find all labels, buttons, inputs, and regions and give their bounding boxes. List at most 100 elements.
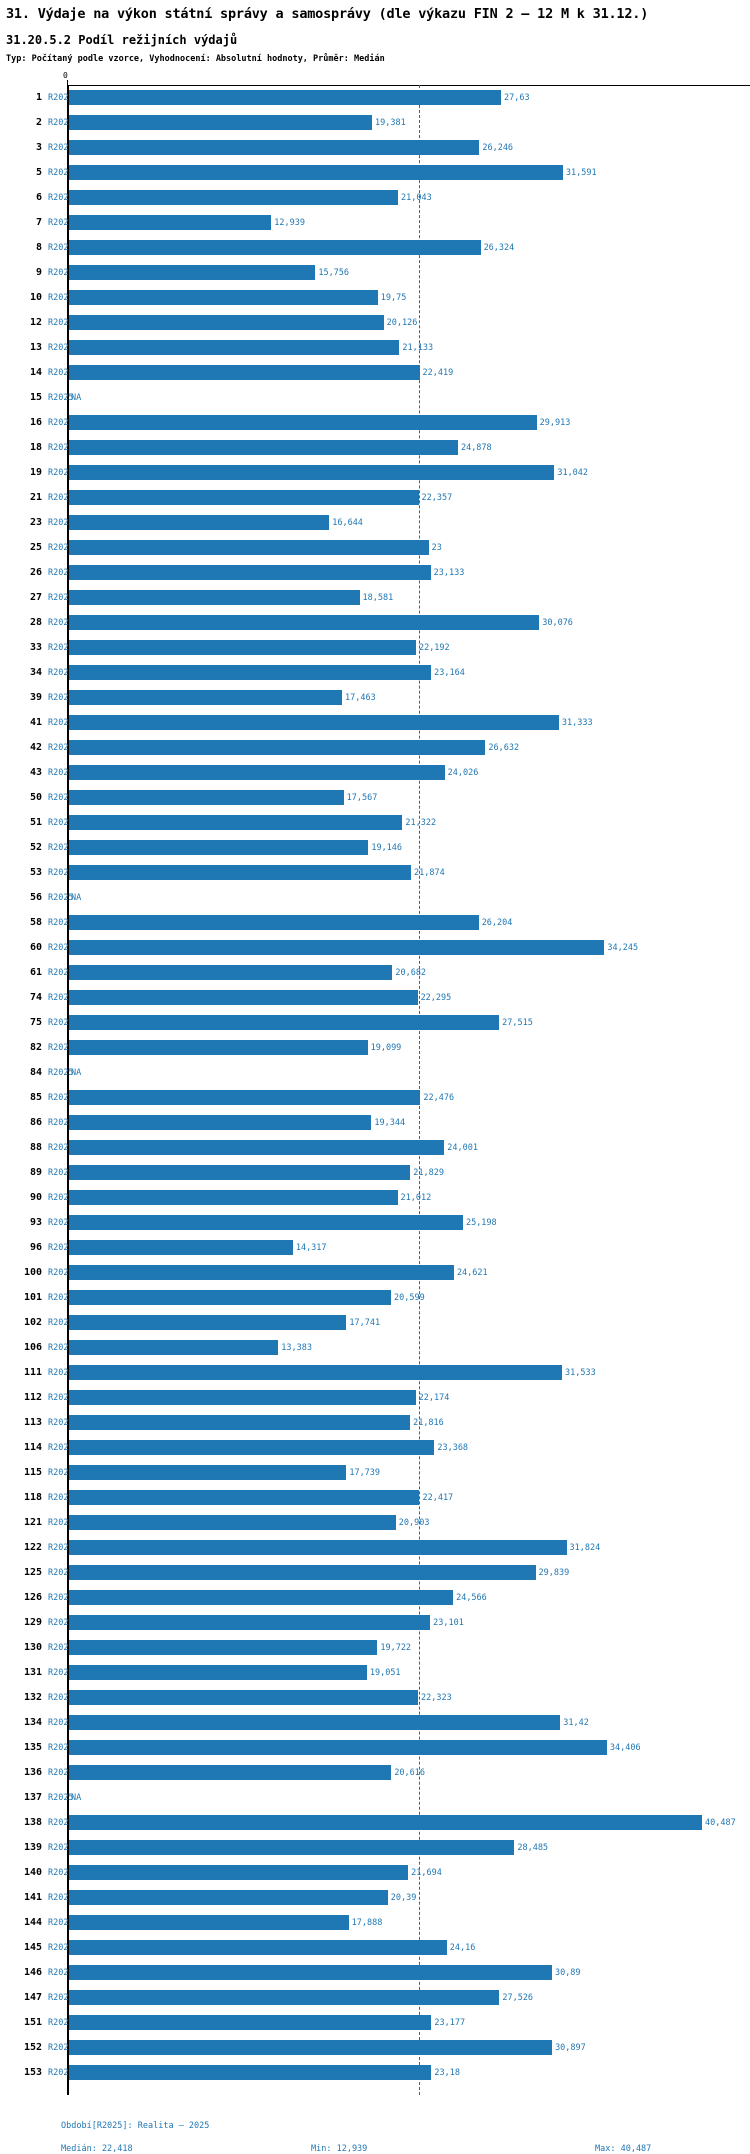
bar-row[interactable]: 145 R2025 24,16	[0, 1935, 750, 1960]
bar[interactable]	[69, 1215, 463, 1230]
bar[interactable]	[69, 365, 420, 380]
bar-row[interactable]: 85 R2025 22,476	[0, 1085, 750, 1110]
bar-row[interactable]: 113 R2025 21,816	[0, 1410, 750, 1435]
bar-row[interactable]: 122 R2025 31,824	[0, 1535, 750, 1560]
bar-row[interactable]: 2 R2025 19,381	[0, 110, 750, 135]
bar[interactable]	[69, 1190, 398, 1205]
bar-row[interactable]: 42 R2025 26,632	[0, 735, 750, 760]
bar[interactable]	[69, 1665, 367, 1680]
bar[interactable]	[69, 1490, 420, 1505]
bar[interactable]	[69, 290, 378, 305]
bar-row[interactable]: 1 R2025 27,63	[0, 85, 750, 110]
bar[interactable]	[69, 965, 393, 980]
bar[interactable]	[69, 1265, 454, 1280]
bar[interactable]	[69, 490, 419, 505]
bar[interactable]	[69, 665, 432, 680]
bar-row[interactable]: 33 R2025 22,192	[0, 635, 750, 660]
bar-row[interactable]: 41 R2025 31,333	[0, 710, 750, 735]
bar-row[interactable]: 8 R2025 26,324	[0, 235, 750, 260]
bar[interactable]	[69, 940, 605, 955]
bar-row[interactable]: 25 R2025 23	[0, 535, 750, 560]
bar-row[interactable]: 130 R2025 19,722	[0, 1635, 750, 1660]
bar[interactable]	[69, 1915, 349, 1930]
bar[interactable]	[69, 1840, 515, 1855]
bar[interactable]	[69, 990, 418, 1005]
bar-row[interactable]: 7 R2025 12,939	[0, 210, 750, 235]
bar-row[interactable]: 74 R2025 22,295	[0, 985, 750, 1010]
bar[interactable]	[69, 440, 458, 455]
bar-row[interactable]: 13 R2025 21,133	[0, 335, 750, 360]
bar-row[interactable]: 153 R2025 23,18	[0, 2060, 750, 2085]
bar-row[interactable]: 84 R2025 NA	[0, 1060, 750, 1085]
bar-row[interactable]: 129 R2025 23,101	[0, 1610, 750, 1635]
bar-row[interactable]: 96 R2025 14,317	[0, 1235, 750, 1260]
bar[interactable]	[69, 315, 384, 330]
bar[interactable]	[69, 1615, 431, 1630]
bar[interactable]	[69, 715, 559, 730]
bar-row[interactable]: 51 R2025 21,322	[0, 810, 750, 835]
bar-row[interactable]: 132 R2025 22,323	[0, 1685, 750, 1710]
bar[interactable]	[69, 1640, 378, 1655]
bar[interactable]	[69, 1465, 347, 1480]
bar[interactable]	[69, 1890, 388, 1905]
bar[interactable]	[69, 340, 400, 355]
bar[interactable]	[69, 1340, 279, 1355]
bar-row[interactable]: 3 R2025 26,246	[0, 135, 750, 160]
bar[interactable]	[69, 865, 411, 880]
bar-row[interactable]: 14 R2025 22,419	[0, 360, 750, 385]
bar-row[interactable]: 61 R2025 20,682	[0, 960, 750, 985]
bar-row[interactable]: 75 R2025 27,515	[0, 1010, 750, 1035]
bar[interactable]	[69, 265, 316, 280]
bar[interactable]	[69, 2065, 432, 2080]
bar[interactable]	[69, 90, 501, 105]
bar[interactable]	[69, 540, 429, 555]
bar-row[interactable]: 118 R2025 22,417	[0, 1485, 750, 1510]
bar-row[interactable]: 101 R2025 20,599	[0, 1285, 750, 1310]
bar[interactable]	[69, 1715, 561, 1730]
bar-row[interactable]: 126 R2025 24,566	[0, 1585, 750, 1610]
bar[interactable]	[69, 190, 398, 205]
bar-row[interactable]: 86 R2025 19,344	[0, 1110, 750, 1135]
bar[interactable]	[69, 1565, 536, 1580]
bar[interactable]	[69, 915, 479, 930]
bar-row[interactable]: 26 R2025 23,133	[0, 560, 750, 585]
bar-row[interactable]: 12 R2025 20,126	[0, 310, 750, 335]
bar-row[interactable]: 140 R2025 21,694	[0, 1860, 750, 1885]
bar-row[interactable]: 93 R2025 25,198	[0, 1210, 750, 1235]
bar-row[interactable]: 102 R2025 17,741	[0, 1310, 750, 1335]
bar-row[interactable]: 136 R2025 20,616	[0, 1760, 750, 1785]
bar[interactable]	[69, 240, 481, 255]
bar-row[interactable]: 9 R2025 15,756	[0, 260, 750, 285]
bar-row[interactable]: 5 R2025 31,591	[0, 160, 750, 185]
bar-row[interactable]: 111 R2025 31,533	[0, 1360, 750, 1385]
bar-row[interactable]: 147 R2025 27,526	[0, 1985, 750, 2010]
bar-row[interactable]: 134 R2025 31,42	[0, 1710, 750, 1735]
bar[interactable]	[69, 2040, 553, 2055]
bar[interactable]	[69, 1540, 567, 1555]
bar-row[interactable]: 151 R2025 23,177	[0, 2010, 750, 2035]
bar[interactable]	[69, 1815, 702, 1830]
bar-row[interactable]: 53 R2025 21,874	[0, 860, 750, 885]
bar-row[interactable]: 15 R2025 NA	[0, 385, 750, 410]
bar[interactable]	[69, 1765, 392, 1780]
bar-row[interactable]: 112 R2025 22,174	[0, 1385, 750, 1410]
bar[interactable]	[69, 1865, 409, 1880]
bar-row[interactable]: 43 R2025 24,026	[0, 760, 750, 785]
bar-row[interactable]: 21 R2025 22,357	[0, 485, 750, 510]
bar[interactable]	[69, 690, 343, 705]
bar[interactable]	[69, 1115, 372, 1130]
bar-row[interactable]: 52 R2025 19,146	[0, 835, 750, 860]
bar[interactable]	[69, 1040, 368, 1055]
bar[interactable]	[69, 140, 480, 155]
bar-row[interactable]: 144 R2025 17,888	[0, 1910, 750, 1935]
bar-row[interactable]: 19 R2025 31,042	[0, 460, 750, 485]
bar[interactable]	[69, 765, 445, 780]
bar[interactable]	[69, 640, 416, 655]
bar-row[interactable]: 6 R2025 21,043	[0, 185, 750, 210]
bar[interactable]	[69, 2015, 432, 2030]
bar[interactable]	[69, 1515, 396, 1530]
bar[interactable]	[69, 1690, 418, 1705]
bar-row[interactable]: 34 R2025 23,164	[0, 660, 750, 685]
bar[interactable]	[69, 1740, 607, 1755]
bar[interactable]	[69, 115, 372, 130]
